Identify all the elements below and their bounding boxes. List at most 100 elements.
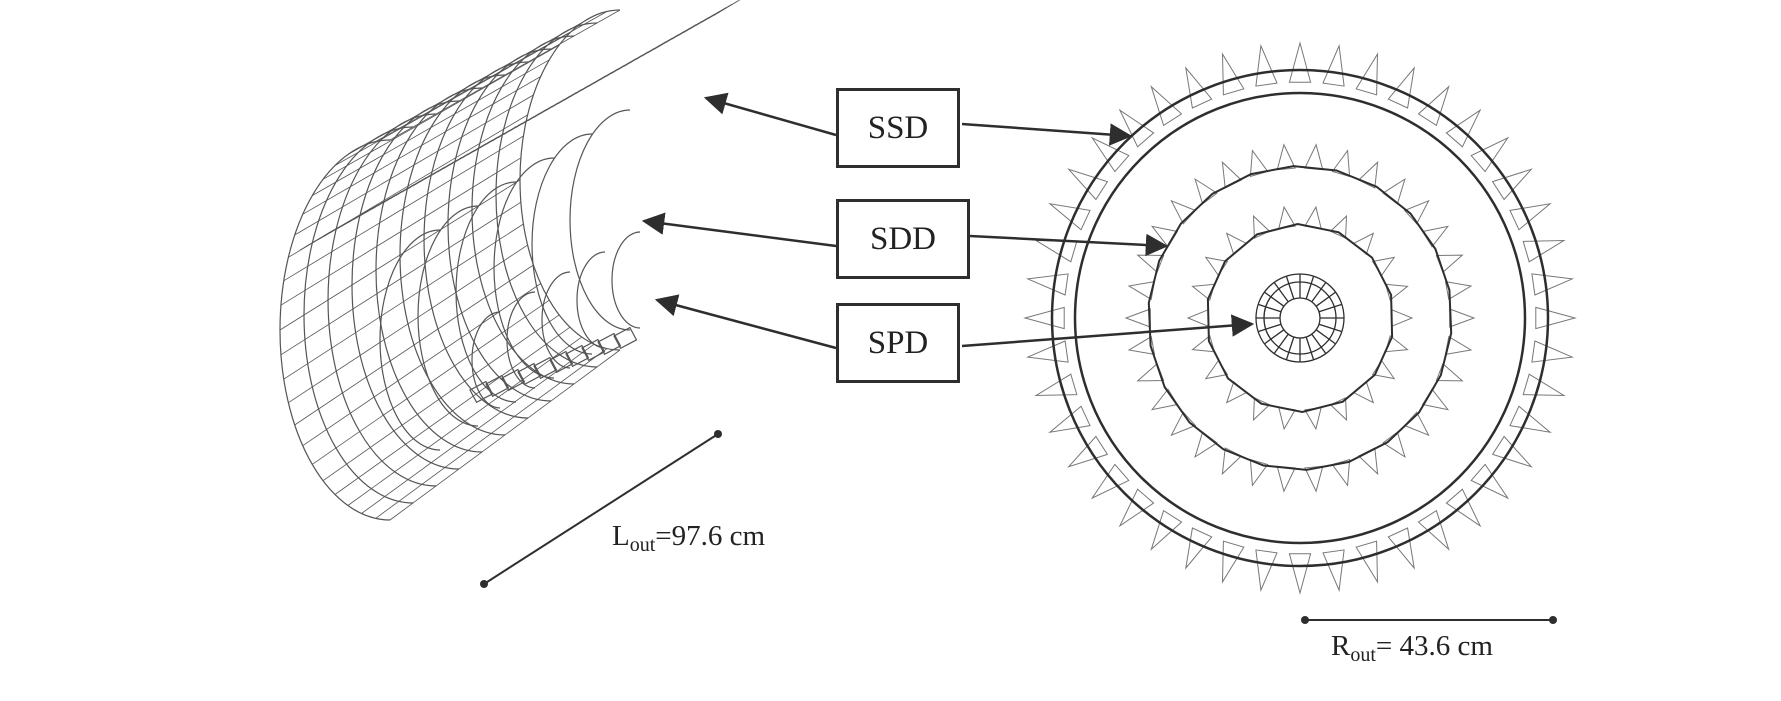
ssd-triangle [1470, 463, 1510, 500]
sdd-triangle [1249, 149, 1269, 178]
ssd-triangle [1023, 306, 1065, 330]
sdd-triangle [1435, 362, 1464, 382]
ladder-box [613, 326, 638, 350]
spd-stave [1311, 282, 1327, 303]
spd-stave [1311, 333, 1327, 354]
spd-stave [1305, 275, 1315, 300]
ssd-triangle [1185, 66, 1213, 109]
sdd-ring [455, 181, 517, 403]
sdd-inner-triangle [1371, 359, 1396, 380]
spd-stave [1285, 336, 1295, 361]
ssd-triangle [1185, 527, 1213, 570]
ssd-triangle [1535, 306, 1577, 330]
sdd-ring [493, 157, 555, 379]
ssd-outer-ring [1050, 68, 1550, 568]
sdd-inner-triangle [1384, 283, 1409, 301]
length-value: =97.6 cm [655, 520, 766, 552]
spd-stave [1318, 323, 1343, 333]
sdd-triangle [1194, 177, 1218, 205]
sdd-triangle [1249, 458, 1269, 487]
spd-ring [611, 231, 641, 329]
sdd-triangle [1444, 280, 1473, 301]
ssd-triangle [1025, 340, 1069, 363]
ssd-triangle [1090, 463, 1130, 500]
ssd-triangle [1090, 136, 1130, 173]
spd-stave [1264, 291, 1285, 307]
radius-label: Rout= 43.6 cm [1331, 630, 1493, 667]
end-view [1023, 41, 1577, 595]
spd-label: SPD [836, 303, 960, 383]
sdd-inner-triangle [1391, 308, 1414, 328]
shell-ring [327, 113, 437, 487]
spd-stave [1273, 282, 1289, 303]
ladder-box [533, 356, 558, 380]
beam-pipe-circle [1279, 297, 1321, 339]
ssd-arrow-left [703, 92, 837, 137]
sdd-label: SDD [836, 199, 970, 279]
cylinder-rings [279, 9, 621, 521]
spd-stave [1264, 329, 1285, 345]
sdd-triangle [1331, 458, 1351, 487]
sdd-ring [379, 229, 441, 451]
cylinder-view [279, 0, 741, 521]
spd-arrow-left [654, 294, 837, 350]
shell-ring [351, 100, 460, 470]
ssd-triangle [1255, 549, 1278, 593]
ssd-inner-ring [1073, 91, 1527, 545]
spd-stave [1318, 303, 1343, 313]
inner-layers [379, 109, 641, 451]
ladder-box [501, 368, 526, 392]
sdd-outer-polygon [1147, 165, 1453, 471]
ssd-triangle [1387, 66, 1415, 109]
radius-subscript: out [1350, 644, 1376, 666]
spd-label-text: SPD [867, 324, 929, 361]
sdd-triangle [1170, 199, 1197, 225]
ssd-triangle [1221, 540, 1245, 584]
ladder-box [565, 344, 590, 368]
sdd-inner-triangle [1252, 397, 1271, 422]
spd-stave [1273, 333, 1289, 354]
spd-stave [1257, 303, 1282, 313]
spd-ring [576, 251, 606, 349]
radius-dimension-line [1301, 616, 1557, 624]
sdd-inner-polygon [1206, 222, 1394, 414]
ssd-triangle [1531, 340, 1575, 363]
sdd-triangle [1221, 447, 1243, 476]
spd-stave [1305, 336, 1315, 361]
shell-ring [375, 87, 483, 453]
sdd-ring [417, 205, 479, 427]
shell-ring [495, 22, 598, 368]
ladder-box [549, 350, 574, 374]
ssd-triangle [1387, 527, 1415, 570]
ssd-triangle [1322, 549, 1345, 593]
sdd-triangle [1276, 143, 1296, 171]
sdd-triangle [1331, 149, 1351, 178]
ssd-triangle [1417, 85, 1450, 127]
shell-ring [303, 126, 414, 504]
ssd-triangle [1355, 52, 1379, 96]
ladder-box [597, 332, 622, 356]
shell-ring [519, 9, 621, 351]
sdd-label-text: SDD [869, 220, 937, 257]
ladder-box [517, 362, 542, 386]
ssd-triangle [1522, 373, 1566, 397]
ssd-triangle [1118, 488, 1155, 528]
ssd-triangle [1255, 43, 1278, 87]
sdd-arrow-right [969, 233, 1169, 257]
sdd-inner-triangle [1329, 214, 1348, 239]
length-subscript: out [629, 534, 656, 556]
sdd-triangles [1124, 143, 1476, 493]
ssd-triangle [1067, 435, 1109, 468]
ssd-outer-shell-hatching [279, 0, 741, 521]
ssd-triangle [1522, 239, 1566, 263]
ssd-triangle [1491, 435, 1533, 468]
length-label: Lout=97.6 cm [612, 520, 765, 557]
sdd-inner-triangle [1204, 256, 1229, 277]
spd-stave [1315, 329, 1336, 345]
ssd-triangle [1417, 509, 1450, 551]
ssd-triangle [1445, 488, 1482, 528]
sdd-triangle [1403, 411, 1430, 437]
ssd-triangle [1221, 52, 1245, 96]
ssd-triangle [1048, 203, 1091, 231]
